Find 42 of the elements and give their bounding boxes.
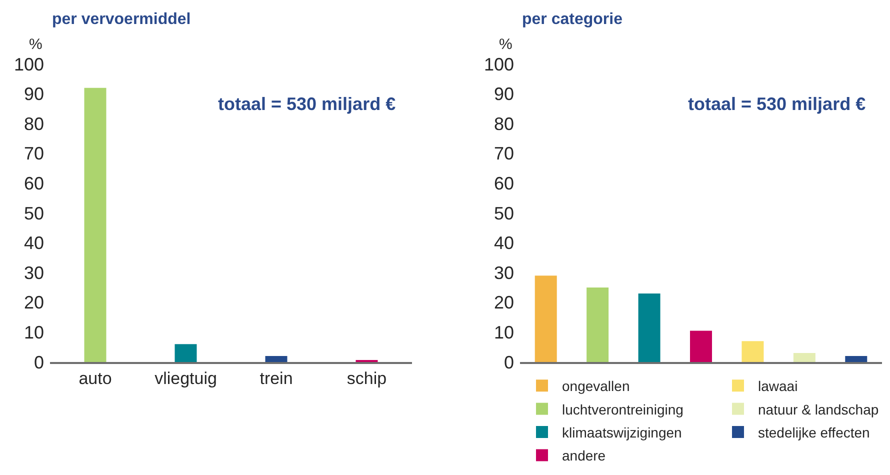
y-tick-label: 50 bbox=[24, 203, 44, 224]
legend-label: natuur & landschap bbox=[758, 401, 879, 418]
y-tick-label: 90 bbox=[494, 84, 514, 104]
legend-label: andere bbox=[562, 448, 606, 464]
y-axis-title: % bbox=[499, 36, 512, 53]
y-tick-label: 10 bbox=[494, 322, 514, 342]
y-tick-label: 100 bbox=[484, 54, 514, 74]
y-tick-label: 0 bbox=[504, 352, 514, 372]
y-tick-label: 60 bbox=[24, 174, 44, 194]
y-tick-label: 40 bbox=[24, 233, 44, 254]
bar bbox=[174, 344, 197, 362]
y-tick-label: 60 bbox=[494, 174, 514, 194]
y-tick-label: 80 bbox=[24, 114, 44, 134]
legend-label: ongevallen bbox=[562, 378, 630, 394]
chart-title: per categorie bbox=[522, 11, 623, 28]
x-tick-label: auto bbox=[78, 369, 112, 388]
y-tick-label: 20 bbox=[24, 292, 44, 313]
legend-label: stedelijke effecten bbox=[758, 424, 870, 440]
y-tick-label: 70 bbox=[24, 144, 44, 164]
y-tick-label: 10 bbox=[24, 322, 44, 342]
x-tick-label: trein bbox=[260, 369, 293, 388]
chart-title: per vervoermiddel bbox=[52, 11, 191, 28]
y-tick-label: 40 bbox=[494, 233, 514, 254]
x-tick-label: vliegtuig bbox=[154, 369, 217, 388]
x-tick-label: schip bbox=[346, 369, 387, 388]
annotation: totaal = 530 miljard € bbox=[218, 94, 396, 114]
y-tick-label: 30 bbox=[494, 262, 514, 283]
bar bbox=[265, 356, 288, 362]
y-tick-label: 90 bbox=[24, 84, 44, 104]
y-tick-label: 30 bbox=[24, 262, 44, 283]
y-axis-title: % bbox=[29, 36, 42, 53]
y-tick-label: 0 bbox=[34, 352, 44, 372]
y-tick-label: 20 bbox=[494, 292, 514, 313]
y-tick-label: 100 bbox=[14, 54, 44, 74]
annotation: totaal = 530 miljard € bbox=[688, 94, 866, 114]
y-tick-label: 70 bbox=[494, 144, 514, 164]
y-tick-label: 50 bbox=[494, 203, 514, 224]
legend-label: luchtverontreiniging bbox=[562, 401, 684, 418]
bar bbox=[84, 88, 106, 362]
legend-label: lawaai bbox=[758, 378, 798, 394]
y-tick-label: 80 bbox=[494, 114, 514, 134]
legend-label: klimaatswijzigingen bbox=[562, 424, 682, 440]
